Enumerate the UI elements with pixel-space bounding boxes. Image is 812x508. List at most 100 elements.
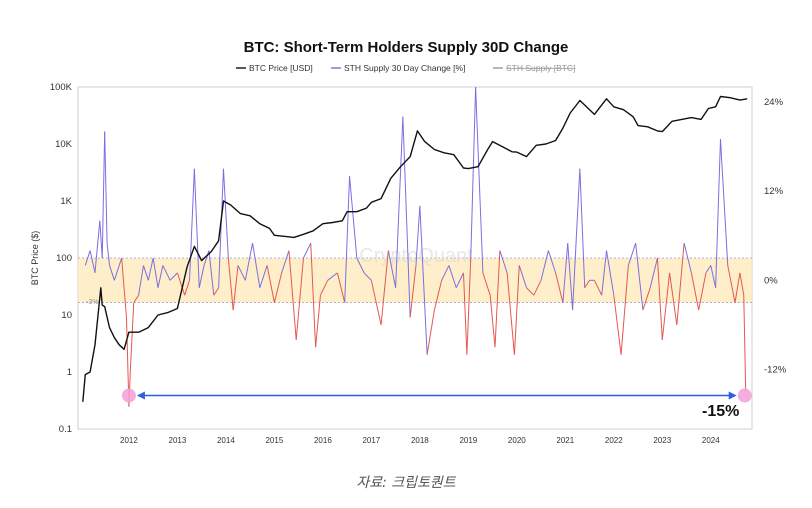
callout-label: -15% — [702, 403, 739, 420]
sth-change-segment — [133, 294, 140, 303]
sth-change-segment — [715, 139, 721, 288]
annotation — [121, 388, 752, 403]
sth-change-segment — [162, 265, 171, 281]
sth-change-segment — [232, 265, 239, 311]
sth-change-segment — [176, 272, 186, 296]
sth-change-segment — [198, 265, 205, 288]
sth-change-segment — [593, 280, 603, 296]
sth-change-segment — [540, 250, 549, 281]
y-right-tick-label: 24% — [764, 97, 784, 108]
sth-change-segment — [89, 250, 96, 273]
sth-change-segment — [189, 168, 195, 281]
sth-change-segment — [462, 272, 468, 355]
sth-change-segment — [533, 280, 542, 296]
sth-change-segment — [315, 295, 321, 348]
sth-change-segment — [499, 250, 508, 274]
sth-change-segment — [705, 265, 712, 274]
x-tick-label: 2023 — [653, 436, 671, 445]
sth-change-segment — [356, 257, 365, 274]
x-tick-label: 2020 — [508, 436, 526, 445]
sth-change-segment — [295, 257, 304, 340]
sth-change-segment — [698, 272, 707, 311]
sth-change-segment — [661, 272, 671, 340]
x-tick-label: 2022 — [605, 436, 623, 445]
x-tick-label: 2018 — [411, 436, 429, 445]
sth-change-segment — [441, 265, 450, 281]
sth-change-segment — [683, 243, 692, 273]
sth-change-segment — [402, 116, 411, 318]
y-left-tick-label: 10 — [61, 310, 72, 321]
sth-change-segment — [310, 243, 317, 348]
sth-change-segment — [327, 272, 338, 281]
y-left-tick-label: 1 — [67, 367, 72, 378]
annotation-arrowhead-right — [728, 391, 737, 400]
sth-change-segment — [739, 272, 745, 296]
sth-change-segment — [104, 131, 108, 244]
sth-change-segment — [676, 243, 685, 325]
sth-change-segment — [579, 168, 586, 288]
y-left-tick-label: 1K — [60, 196, 72, 207]
sth-change-segment — [208, 250, 215, 296]
sth-change-segment — [281, 250, 290, 274]
legend-label-sth-change: STH Supply 30 Day Change [%] — [344, 63, 465, 73]
sth-change-segment — [448, 265, 457, 288]
sth-change-segment — [584, 280, 590, 289]
btc-price-line — [82, 95, 748, 402]
sth-change-segment — [455, 272, 464, 288]
sth-change-segment — [370, 280, 382, 326]
sth-change-segment — [426, 309, 435, 355]
sth-change-segment — [252, 243, 261, 288]
sth-change-segment — [409, 265, 417, 318]
legend-label-price: BTC Price [USD] — [249, 63, 313, 73]
legend: BTC Price [USD] STH Supply 30 Day Change… — [236, 63, 575, 73]
sth-change-segment — [470, 86, 477, 259]
sth-change-segment — [380, 250, 389, 325]
btc-price-series — [82, 95, 748, 402]
x-tick-label: 2021 — [556, 436, 574, 445]
sth-change-segment — [273, 272, 283, 303]
sth-change-segment — [555, 272, 564, 303]
sth-change-segment — [303, 242, 312, 259]
sth-change-segment — [121, 257, 127, 318]
sth-change-segment — [635, 243, 644, 311]
sth-change-segment — [99, 220, 103, 259]
source-caption: 자료: 크립토퀀트 — [356, 475, 456, 491]
sth-change-segment — [227, 257, 234, 311]
sth-change-segment — [147, 257, 154, 281]
annotation-marker-end — [737, 388, 752, 403]
sth-change-segment — [562, 243, 569, 303]
sth-change-segment — [363, 272, 372, 281]
sth-change-segment — [415, 205, 421, 266]
sth-change-segment — [184, 280, 191, 296]
y-right-tick-label: 12% — [764, 186, 784, 197]
sth-change-segment — [572, 168, 581, 311]
sth-change-segment — [513, 265, 520, 355]
left-axis: 100K 10K 1K 100 10 1 0.1 — [50, 82, 73, 435]
sth-change-segment — [213, 287, 220, 296]
sth-change-segment — [690, 272, 700, 311]
sth-change-segment — [642, 287, 651, 311]
sth-change-segment — [319, 280, 329, 296]
sth-change-segment — [138, 265, 144, 296]
sth-change-segment — [627, 242, 637, 266]
x-tick-label: 2016 — [314, 436, 332, 445]
y-right-tick-label: -12% — [764, 365, 787, 376]
x-axis: 2012 2013 2014 2015 2016 2017 2018 2019 2020 2021… — [120, 436, 720, 445]
annotation-marker-start — [121, 388, 136, 403]
sth-change-segment — [169, 272, 178, 281]
sth-change-segment — [203, 250, 210, 266]
sth-change-segment — [506, 272, 515, 355]
sth-change-segment — [489, 295, 496, 348]
sth-change-segment — [387, 250, 397, 288]
sth-change-segment — [101, 131, 106, 259]
sth-change-segment — [727, 265, 736, 303]
sth-change-segment — [734, 272, 741, 303]
sth-change-segment — [266, 265, 275, 303]
sth-change-segment — [113, 257, 123, 281]
sth-change-segment — [94, 220, 101, 273]
sth-change-segment — [193, 168, 200, 288]
sth-change-segment — [567, 243, 574, 311]
sth-change-segment — [84, 250, 91, 266]
sth-change-segment — [109, 265, 115, 281]
sth-change-segment — [259, 265, 268, 288]
